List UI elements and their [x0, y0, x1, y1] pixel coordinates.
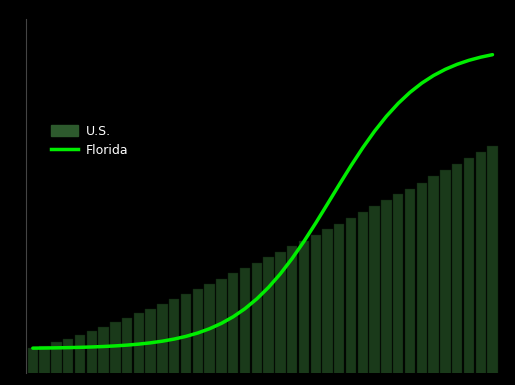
Bar [87, 331, 97, 385]
Bar [322, 229, 333, 385]
Bar [157, 304, 168, 385]
Bar [475, 152, 486, 385]
Bar [51, 342, 62, 385]
Bar [63, 339, 73, 385]
Bar [240, 268, 250, 385]
Bar [405, 189, 415, 385]
Bar [263, 257, 274, 385]
Bar [346, 218, 356, 385]
Bar [287, 246, 297, 385]
Bar [357, 212, 368, 385]
Bar [393, 194, 403, 385]
Bar [40, 346, 50, 385]
Bar [417, 182, 427, 385]
Bar [381, 201, 391, 385]
Bar [134, 313, 144, 385]
Bar [204, 284, 215, 385]
Bar [369, 206, 380, 385]
Legend: U.S., Florida: U.S., Florida [51, 125, 129, 157]
Bar [181, 294, 191, 385]
Bar [122, 318, 132, 385]
Bar [487, 146, 497, 385]
Bar [464, 158, 474, 385]
Bar [98, 327, 109, 385]
Bar [311, 235, 321, 385]
Bar [228, 273, 238, 385]
Bar [75, 335, 85, 385]
Bar [28, 348, 38, 385]
Bar [193, 289, 203, 385]
Bar [452, 164, 462, 385]
Bar [334, 224, 345, 385]
Bar [440, 171, 451, 385]
Bar [275, 252, 285, 385]
Bar [169, 299, 179, 385]
Bar [146, 309, 156, 385]
Bar [299, 241, 309, 385]
Bar [428, 176, 439, 385]
Bar [251, 263, 262, 385]
Bar [110, 322, 121, 385]
Bar [216, 279, 227, 385]
